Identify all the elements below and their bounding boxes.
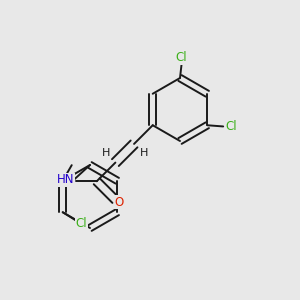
Text: Cl: Cl: [76, 217, 87, 230]
Text: O: O: [114, 196, 124, 209]
Text: Cl: Cl: [176, 51, 187, 64]
Text: HN: HN: [57, 173, 75, 186]
Text: H: H: [102, 148, 110, 158]
Text: Cl: Cl: [226, 120, 237, 133]
Text: H: H: [140, 148, 148, 158]
